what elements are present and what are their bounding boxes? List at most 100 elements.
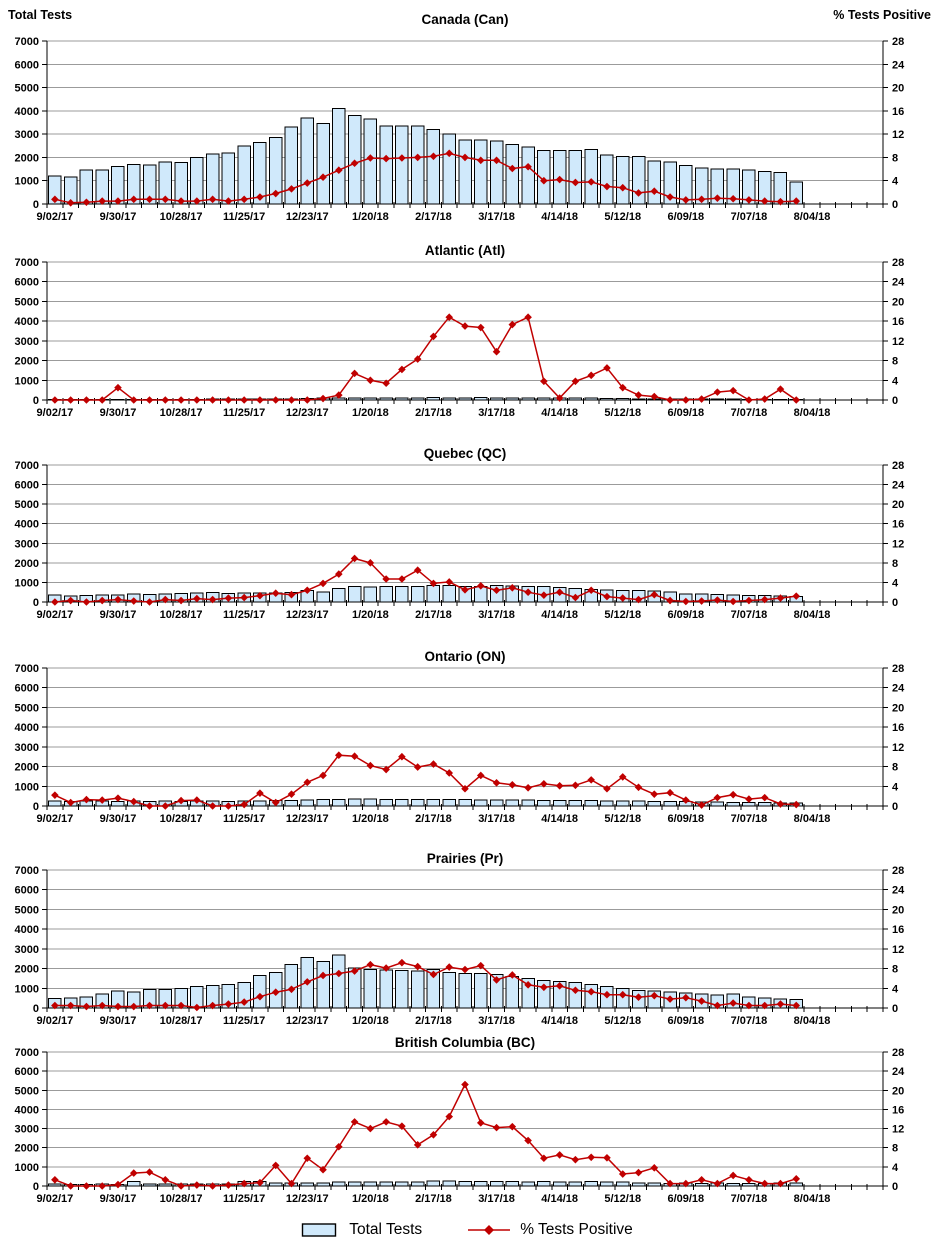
axes-frame [46,41,884,205]
diamond-marker [271,798,280,807]
diamond-marker [729,999,737,1007]
bar [395,125,409,205]
diamond-marker [524,1136,532,1145]
diamond-marker [508,971,517,979]
legend-line-label: % Tests Positive [520,1221,633,1238]
diamond-marker [382,964,390,972]
diamond-marker [350,159,359,168]
y-right-tick-label: 20 [892,499,904,511]
diamond-marker [603,592,611,601]
bar [379,969,393,1009]
diamond-marker [650,590,659,599]
diamond-marker [413,962,422,971]
diamond-marker [555,394,564,402]
diamond-marker [114,1180,122,1189]
diamond-marker [287,185,296,193]
diamond-marker [729,1171,737,1180]
left-axis-title: Total Tests [8,8,73,22]
y-left-tick-label: 3000 [15,1124,39,1136]
bar [426,128,441,205]
diamond-marker [271,988,280,997]
bar [442,133,456,205]
panel-title-quebec: Quebec (QC) [423,446,507,461]
diamond-marker [193,197,201,205]
diamond-marker [66,396,75,404]
diamond-marker [382,575,390,583]
legend-bars-label: Total Tests [349,1221,423,1238]
diamond-marker [429,152,438,161]
bar [568,799,583,807]
y-right-tick-label: 12 [892,1124,904,1136]
x-tick-label: 3/17/18 [478,1015,515,1027]
diamond-marker [398,154,406,162]
bar [300,117,315,205]
diamond-marker [587,776,595,784]
diamond-marker [792,800,801,809]
diamond-marker [51,1001,59,1010]
x-tick-label: 9/30/17 [100,813,137,825]
bar [111,800,125,807]
diamond-marker [650,790,659,798]
bar [300,799,315,807]
diamond-marker [193,1181,201,1189]
y-left-tick-label: 6000 [15,277,39,289]
diamond-marker [366,1124,375,1133]
y-left-tick-label: 2000 [15,762,39,774]
x-tick-label: 4/14/18 [541,813,578,825]
x-tick-label: 8/04/18 [794,211,831,223]
diamond-marker [445,578,454,586]
diamond-marker [713,1001,722,1010]
diamond-marker [224,594,233,602]
diamond-marker [745,1175,753,1184]
bar [332,587,346,603]
y-right-tick-label: 0 [892,801,898,813]
y-right-tick-label: 16 [892,924,904,936]
bar [332,954,346,1009]
diamond-marker [618,1170,627,1178]
y-right-tick-label: 16 [892,1104,904,1116]
diamond-marker [524,981,532,989]
bar [458,799,472,807]
diamond-marker [382,1118,390,1126]
diamond-marker [114,595,122,604]
diamond-marker [256,789,264,797]
diamond-marker [303,586,312,595]
axis-tick-labels: 0 1000 2000 3000 4000 5000 6000 7000 0 4 8 12 16 20 24… [15,36,906,223]
panel-title-ontario: Ontario (ON) [424,649,506,664]
y-left-tick-label: 5000 [15,499,39,511]
diamond-marker [335,166,343,175]
bar [426,798,441,807]
y-right-tick-label: 28 [892,460,904,472]
bar [395,798,409,807]
diamond-marker [776,385,785,393]
diamond-marker [366,376,375,385]
y-left-tick-label: 7000 [15,865,39,877]
bar [237,145,251,205]
diamond-marker [129,597,138,605]
bar [584,800,598,807]
y-right-tick-label: 0 [892,1181,898,1193]
x-tick-label: 5/12/18 [604,211,641,223]
y-left-tick-label: 1000 [15,781,39,793]
x-tick-label: 5/12/18 [604,609,641,621]
y-left-tick-label: 1000 [15,176,39,188]
x-tick-label: 1/20/18 [352,211,389,223]
x-tick-label: 10/28/17 [160,211,203,223]
legend: Total Tests % Tests Positive [0,1221,934,1239]
diamond-marker [492,779,501,787]
diamond-marker [492,976,501,984]
diamond-marker [319,579,327,588]
y-right-tick-label: 4 [892,781,899,793]
diamond-marker [682,1179,690,1188]
y-right-tick-label: 4 [892,375,899,387]
x-tick-label: 4/14/18 [541,1193,578,1205]
bar [410,970,425,1009]
bar [442,972,456,1009]
diamond-marker [524,783,532,792]
x-tick-label: 1/20/18 [352,1015,389,1027]
diamond-marker [366,761,375,770]
x-tick-label: 12/23/17 [286,1015,329,1027]
panel-title-bc: British Columbia (BC) [394,1035,536,1050]
bar [568,1181,583,1187]
diamond-marker [461,1080,469,1089]
